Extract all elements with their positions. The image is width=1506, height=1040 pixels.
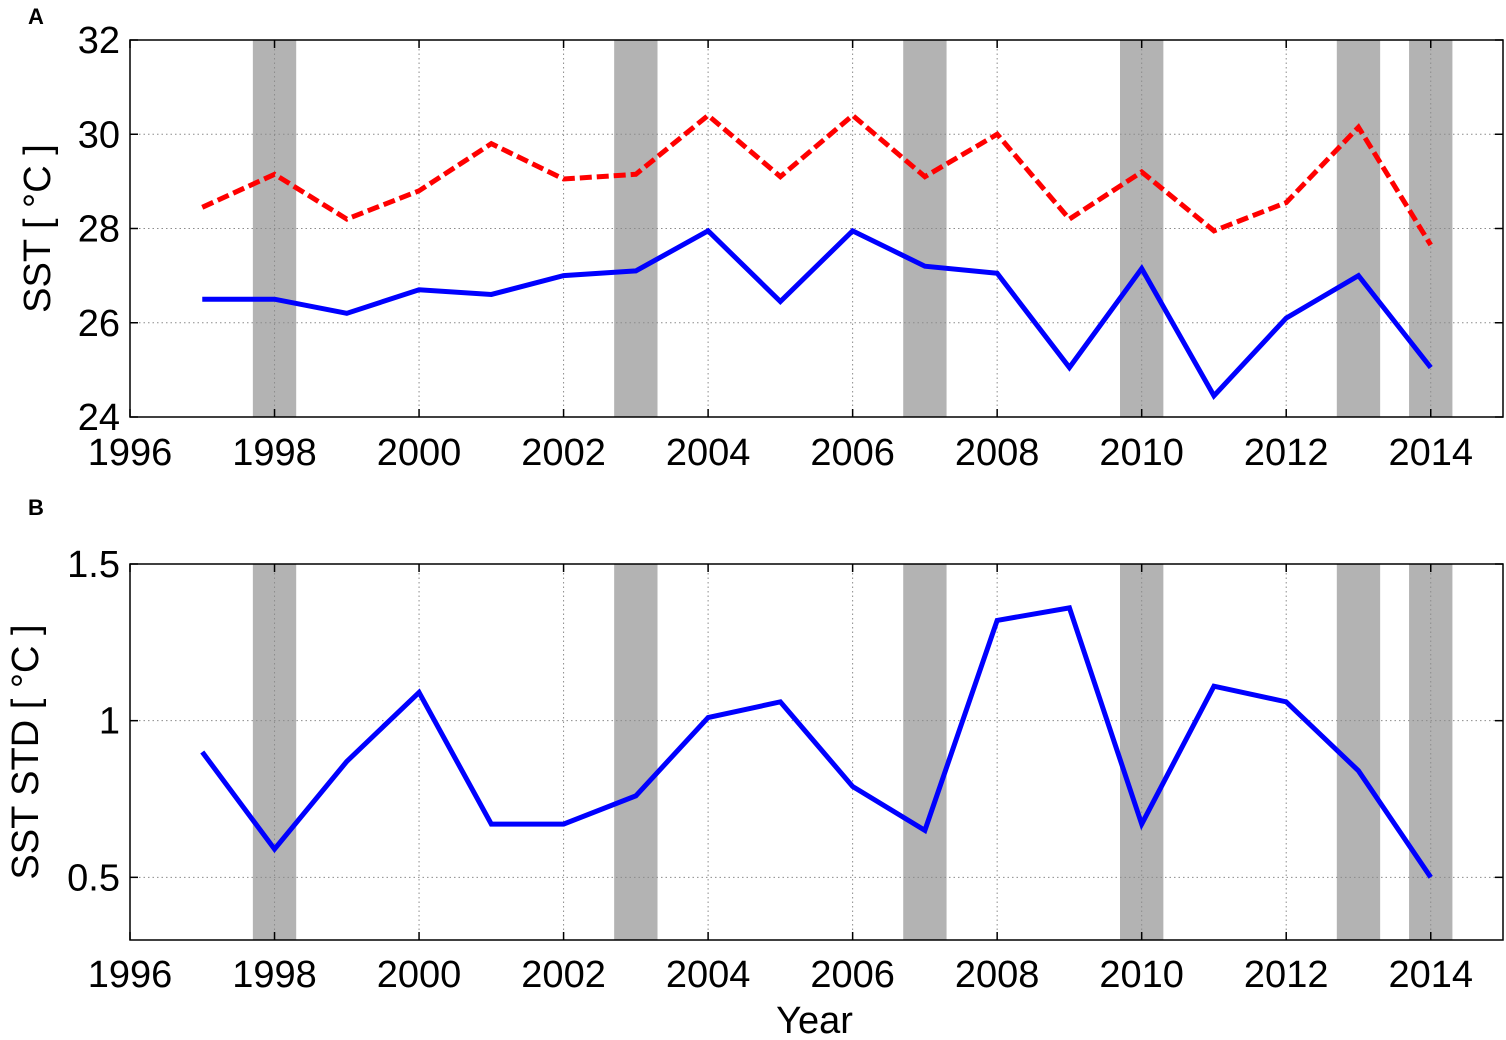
shaded-band-2007 [903, 40, 947, 417]
x-tick-label: 1998 [232, 954, 317, 996]
panel-letter: A [28, 4, 44, 29]
x-tick-label: 1996 [88, 432, 173, 474]
panel-a: 1996 1998 2000 2002 2004 2006 2008 2010 2012 2014… [17, 4, 1504, 474]
x-tick-label: 2006 [810, 954, 895, 996]
y-tick-label: 28 [78, 209, 120, 251]
x-tick-label: 2010 [1099, 954, 1184, 996]
axes-box [129, 39, 1504, 418]
x-tick-label: 2014 [1388, 432, 1473, 474]
x-tick-label: 2012 [1244, 954, 1329, 996]
series-line-solid [200, 605, 1433, 879]
y-axis-title: SST [ °C ] [17, 144, 59, 313]
x-axis-title: Year [776, 1000, 853, 1040]
y-tick-label: 26 [78, 303, 120, 345]
panel-letter: B [28, 495, 44, 520]
y-tick-label: 32 [78, 20, 120, 62]
x-tick-label: 2000 [377, 432, 462, 474]
x-tick-label: 2000 [377, 954, 462, 996]
y-axis-title: SST STD [ °C ] [5, 624, 47, 879]
series-line-solid [202, 227, 1433, 400]
x-tick-label: 2012 [1244, 432, 1329, 474]
axes-box [129, 563, 1504, 941]
x-tick-label: 2006 [810, 432, 895, 474]
x-tick-label: 1996 [88, 954, 173, 996]
shaded-band-2013 [1336, 564, 1381, 940]
x-tick-label: 2008 [955, 954, 1040, 996]
y-tick-label: 1.5 [67, 544, 120, 586]
panel-b: 1996 1998 2000 2002 2004 2006 2008 2010 2012 2014… [5, 495, 1504, 1040]
y-tick-label: 24 [78, 397, 120, 439]
x-tick-label: 2004 [666, 432, 751, 474]
y-tick-label: 30 [78, 114, 120, 156]
x-tick-label: 2014 [1388, 954, 1473, 996]
shaded-band-2003 [614, 564, 658, 940]
y-tick-label: 1 [99, 701, 120, 743]
x-tick-label: 1998 [232, 432, 317, 474]
series-line-dashed [201, 112, 1433, 247]
x-tick-label: 2010 [1099, 432, 1184, 474]
shaded-band-2013 [1336, 40, 1381, 417]
x-tick-label: 2002 [521, 432, 606, 474]
shaded-band-2007 [903, 564, 947, 940]
y-tick-label: 0.5 [67, 857, 120, 899]
x-tick-label: 2008 [955, 432, 1040, 474]
x-tick-label: 2004 [666, 954, 751, 996]
x-tick-label: 2002 [521, 954, 606, 996]
